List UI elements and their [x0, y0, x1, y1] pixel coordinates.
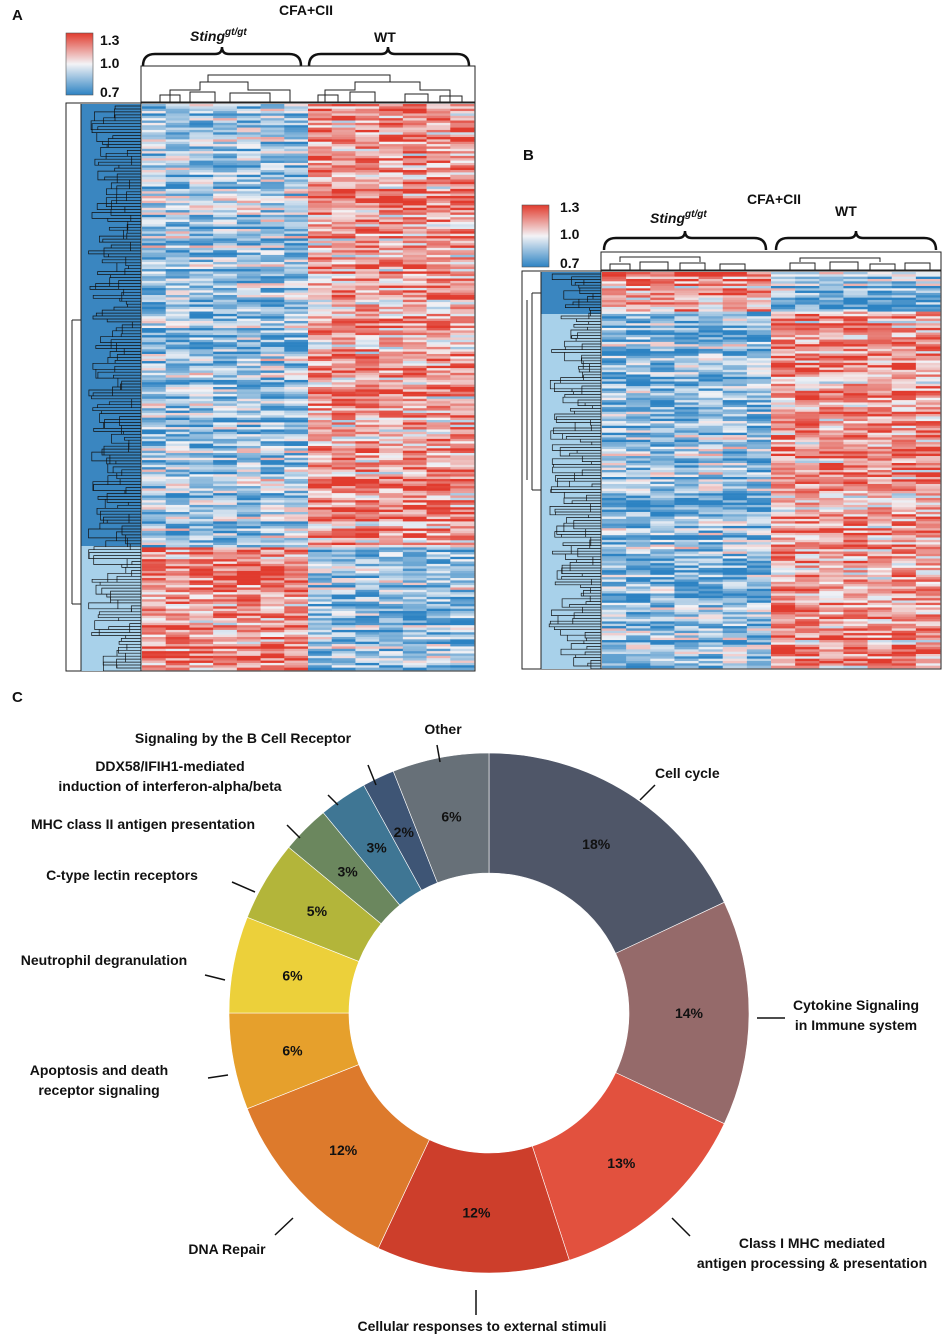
panel-b-heatmap	[602, 272, 941, 669]
panel-a-brace-sting	[141, 46, 303, 67]
panel-a-scale-mid: 1.0	[100, 55, 120, 71]
panel-a-group-wt: WT	[374, 29, 396, 45]
slice-category-label: Cytokine Signaling in Immune system	[793, 997, 919, 1033]
leader-line	[327, 794, 339, 806]
donut-slice-cytokine-signaling-in-immune-system	[615, 901, 750, 1125]
panel-b-scale-mid: 1.0	[560, 226, 580, 242]
slice-percent-label: 6%	[441, 809, 462, 825]
slice-category-label: MHC class II antigen presentation	[31, 816, 255, 832]
panel-b-group-sting: Stinggt/gt	[650, 209, 707, 226]
slice-category-label: Class I MHC mediated antigen processing &…	[697, 1235, 927, 1271]
panel-a-scale-min: 0.7	[100, 84, 120, 100]
slice-category-label: Cellular responses to external stimuli	[358, 1318, 607, 1334]
panel-b-brace-sting	[602, 230, 768, 251]
slice-percent-label: 12%	[329, 1142, 358, 1158]
leader-line	[274, 1217, 294, 1236]
slice-percent-label: 12%	[462, 1205, 491, 1221]
leader-line	[367, 764, 377, 786]
panel-a-heatmap	[142, 104, 475, 671]
panel-b-scale-max: 1.3	[560, 199, 580, 215]
panel-b-brace-wt	[774, 230, 938, 251]
donut-slice-other	[392, 752, 490, 884]
leader-line	[204, 974, 226, 981]
slice-percent-label: 6%	[282, 1043, 303, 1059]
panel-c-letter: C	[12, 689, 23, 706]
leader-line	[207, 1074, 229, 1079]
panel-a: A CFA+CII 1.3 1.0 0.7 Stinggt/gt WT	[12, 2, 476, 672]
panel-a-scale-max: 1.3	[100, 32, 120, 48]
panel-a-color-scale	[65, 32, 94, 96]
panel-a-column-dendrogram	[140, 65, 476, 103]
slice-category-label: Neutrophil degranulation	[21, 952, 187, 968]
panel-a-letter: A	[12, 7, 23, 24]
slice-percent-label: 2%	[394, 824, 415, 840]
slice-category-label: DDX58/IFIH1-mediated induction of interfe…	[58, 758, 281, 794]
slice-percent-label: 3%	[366, 840, 387, 856]
leader-line	[639, 784, 656, 801]
panel-b-heatmap-border	[600, 270, 942, 670]
slice-percent-label: 18%	[582, 836, 611, 852]
leader-line	[671, 1217, 691, 1237]
slice-percent-label: 3%	[337, 864, 358, 880]
panel-b-column-dendrogram	[600, 251, 942, 271]
panel-a-treatment-label: CFA+CII	[279, 2, 333, 18]
slice-percent-label: 5%	[307, 903, 328, 919]
panel-b-letter: B	[523, 147, 534, 164]
panel-b-scale-min: 0.7	[560, 255, 580, 271]
slice-percent-label: 6%	[282, 968, 303, 984]
panel-b: B CFA+CII 1.3 1.0 0.7 Stinggt/gt WT	[521, 147, 942, 670]
slice-category-label: Apoptosis and death receptor signaling	[30, 1062, 168, 1098]
panel-a-brace-wt	[307, 46, 471, 67]
slice-category-label: C-type lectin receptors	[46, 867, 198, 883]
donut-chart: 18% Cell cycle 14% Cytokine Signaling in Imm…	[21, 721, 927, 1334]
slice-category-label: Other	[424, 721, 462, 737]
panel-a-row-dendrogram	[65, 102, 142, 672]
donut-slice-cell-cycle	[488, 752, 725, 954]
slice-percent-label: 13%	[607, 1155, 636, 1171]
panel-b-row-dendrogram	[521, 270, 602, 670]
panel-a-heatmap-border	[140, 102, 476, 672]
panel-c: C 18% Cell cycle 14% Cytokine Signaling in I…	[12, 689, 927, 1334]
panel-b-group-wt: WT	[835, 203, 857, 219]
leader-line	[231, 881, 256, 893]
slice-percent-label: 14%	[675, 1005, 704, 1021]
panel-a-group-sting: Stinggt/gt	[190, 27, 247, 44]
slice-category-label: Signaling by the B Cell Receptor	[135, 730, 352, 746]
leader-line	[286, 824, 301, 839]
panel-b-treatment-label: CFA+CII	[747, 191, 801, 207]
slice-category-label: DNA Repair	[188, 1241, 266, 1257]
panel-b-color-scale	[521, 204, 550, 268]
slice-category-label: Cell cycle	[655, 765, 720, 781]
leader-line	[436, 744, 441, 763]
